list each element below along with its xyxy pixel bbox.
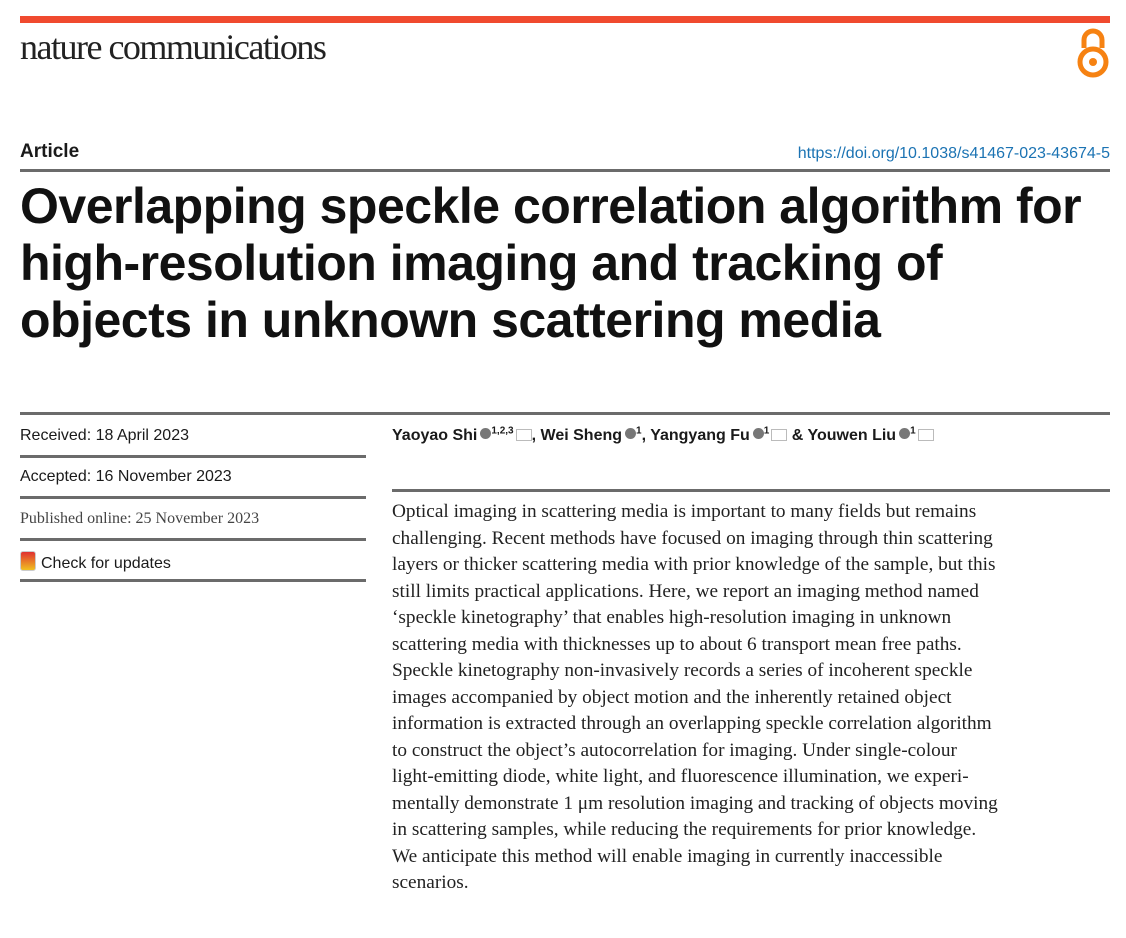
abstract-line: to construct the object’s autocorrelatio… [392, 739, 957, 761]
email-icon[interactable] [515, 429, 532, 442]
author-list: Yaoyao Shi 1,2,3, Wei Sheng 1, Yangyang Fu… [392, 426, 934, 445]
author-name[interactable]: Yaoyao Shi [392, 427, 478, 445]
orcid-icon[interactable] [480, 428, 492, 440]
abstract-line: ‘speckle kinetography’ that enables high… [392, 607, 952, 628]
author[interactable]: Wei Sheng 1, [540, 426, 651, 445]
email-icon[interactable] [771, 429, 788, 442]
author[interactable]: Yangyang Fu 1 & [650, 426, 808, 445]
divider [20, 169, 1110, 172]
accepted-date: Accepted: 16 November 2023 [20, 468, 232, 485]
separator: , [531, 427, 541, 445]
author-name[interactable]: Wei Sheng [540, 427, 623, 445]
author-name[interactable]: Yangyang Fu [650, 427, 750, 445]
check-for-updates[interactable]: Check for updates [20, 551, 171, 573]
divider [20, 579, 366, 582]
abstract-line: scenarios. [392, 872, 469, 893]
received-date: Received: 18 April 2023 [20, 427, 189, 444]
divider [392, 489, 1110, 492]
abstract-line: scattering media with thicknesses up to … [392, 633, 962, 655]
abstract-line: layers or thicker scattering media with … [392, 554, 996, 575]
abstract-line: Speckle kinetography non-invasively reco… [392, 660, 973, 681]
journal-logo: nature communications [20, 27, 327, 67]
separator: & [787, 427, 808, 445]
affiliation: 1 [763, 426, 770, 437]
abstract-line: images accompanied by object motion and … [392, 686, 952, 708]
published-date: Published online: 25 November 2023 [20, 510, 260, 527]
divider [20, 455, 366, 458]
affiliation: 1 [636, 426, 642, 437]
open-access-icon [1077, 28, 1109, 78]
divider [20, 538, 366, 541]
check-updates-icon [20, 551, 36, 571]
divider [20, 412, 1110, 415]
abstract-line: Optical imaging in scattering media is i… [392, 501, 977, 522]
doi-link[interactable]: https://doi.org/10.1038/s41467-023-43674… [797, 145, 1110, 162]
article-type: Article [20, 141, 80, 162]
abstract-line: mentally demonstrate 1 μm resolution ima… [392, 792, 998, 814]
check-updates-label: Check for updates [41, 555, 171, 572]
article-title: Overlapping speckle correlation algorith… [20, 178, 1082, 348]
abstract-line: challenging. Recent methods have focused… [392, 527, 993, 549]
author[interactable]: Yaoyao Shi 1,2,3, [392, 426, 541, 445]
author-name[interactable]: Youwen Liu [807, 427, 897, 445]
orcid-icon[interactable] [625, 428, 637, 440]
abstract-line: light-emitting diode, white light, and f… [392, 766, 969, 787]
author[interactable]: Youwen Liu 1 [807, 426, 934, 445]
affiliation: 1,2,3 [491, 426, 514, 437]
abstract-line: in scattering samples, while reducing th… [392, 819, 977, 840]
separator: , [641, 427, 651, 445]
journal-accent-bar [20, 16, 1110, 23]
abstract-line: still limits practical applications. Her… [392, 580, 979, 602]
abstract: Optical imaging in scattering media is i… [392, 499, 1112, 897]
abstract-line: information is extracted through an over… [392, 713, 992, 734]
affiliation: 1 [910, 426, 916, 437]
email-icon[interactable] [917, 429, 934, 442]
orcid-icon[interactable] [752, 428, 764, 440]
divider [20, 496, 366, 499]
abstract-line: We anticipate this method will enable im… [392, 845, 943, 867]
orcid-icon[interactable] [899, 428, 911, 440]
